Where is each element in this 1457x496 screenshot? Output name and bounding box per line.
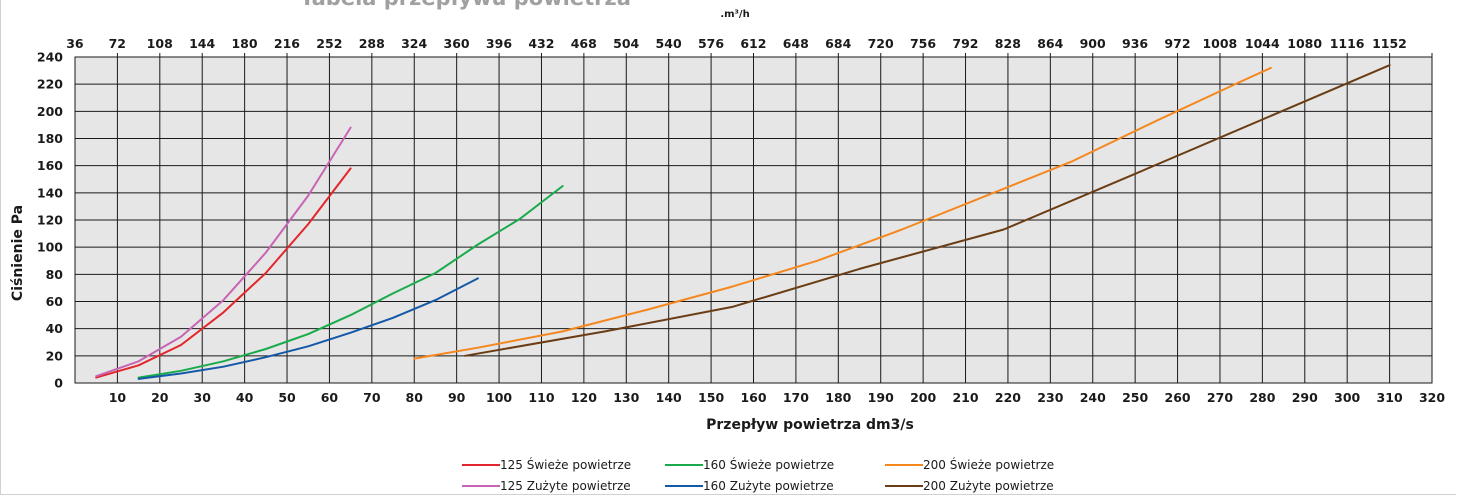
x2-tick-label: 612 — [740, 36, 766, 51]
chart-title: Tabela przepływu powietrza — [300, 0, 631, 10]
y-tick-label: 40 — [46, 321, 64, 336]
x-tick-label: 100 — [486, 390, 512, 405]
x-tick-label: 290 — [1292, 390, 1318, 405]
x-tick-label: 50 — [278, 390, 296, 405]
x-tick-label: 170 — [783, 390, 809, 405]
x2-tick-label: 828 — [995, 36, 1021, 51]
x2-tick-label: 468 — [571, 36, 597, 51]
x2-tick-label: 1008 — [1202, 36, 1237, 51]
legend: 125 Świeże powietrze 160 Świeże powietrze… — [462, 457, 1054, 493]
x2-tick-label: 972 — [1164, 36, 1190, 51]
x2-tick-label: 540 — [656, 36, 682, 51]
x2-tick-label: 144 — [189, 36, 215, 51]
x2-tick-label: 504 — [613, 36, 639, 51]
y-tick-label: 120 — [37, 213, 63, 228]
y-tick-label: 180 — [37, 131, 63, 146]
x-tick-label: 60 — [321, 390, 339, 405]
x2-tick-label: 432 — [528, 36, 554, 51]
x2-tick-label: 108 — [147, 36, 173, 51]
y-tick-label: 60 — [46, 294, 64, 309]
x-tick-label: 30 — [194, 390, 212, 405]
x2-tick-label: 180 — [231, 36, 257, 51]
x-tick-label: 210 — [952, 390, 978, 405]
x2-tick-label: 288 — [359, 36, 385, 51]
y-tick-label: 200 — [37, 104, 63, 119]
x2-tick-label: 684 — [825, 36, 851, 51]
x2-tick-label: 360 — [444, 36, 470, 51]
x2-tick-label: 1044 — [1245, 36, 1280, 51]
x2-tick-label: 396 — [486, 36, 512, 51]
x-tick-label: 320 — [1419, 390, 1445, 405]
x2-tick-label: 648 — [783, 36, 809, 51]
x-tick-label: 280 — [1249, 390, 1275, 405]
data-series — [95, 64, 1391, 380]
grid-lines — [75, 53, 1433, 384]
legend-item-label: 125 Świeże powietrze — [500, 457, 631, 472]
x-tick-label: 80 — [406, 390, 424, 405]
x-tick-label: 120 — [571, 390, 597, 405]
x-tick-label: 270 — [1207, 390, 1233, 405]
x-axis-label: Przepływ powietrza dm3/s — [706, 417, 914, 433]
x-tick-label: 310 — [1377, 390, 1403, 405]
x2-tick-label: 576 — [698, 36, 724, 51]
x-tick-label: 200 — [910, 390, 936, 405]
y-tick-label: 80 — [46, 267, 64, 282]
y-tick-label: 20 — [46, 348, 64, 363]
series-line-2 — [95, 126, 352, 378]
x-tick-label: 110 — [528, 390, 554, 405]
axis-ticks: 10 36 20 72 30 108 40 144 50 180 60 216 70 252 80 288 90… — [37, 36, 1445, 405]
x2-tick-label: 216 — [274, 36, 300, 51]
x-tick-label: 140 — [656, 390, 682, 405]
y-tick-label: 240 — [37, 50, 63, 65]
x-tick-label: 260 — [1165, 390, 1191, 405]
x2-tick-label: 324 — [401, 36, 427, 51]
x2-tick-label: 864 — [1037, 36, 1063, 51]
x2-tick-label: 792 — [952, 36, 978, 51]
x2-tick-label: 936 — [1122, 36, 1148, 51]
y-tick-label: 100 — [37, 240, 63, 255]
y-tick-label: 0 — [54, 376, 63, 391]
y-tick-label: 140 — [37, 185, 63, 200]
x2-tick-label: 756 — [910, 36, 936, 51]
x-tick-label: 220 — [995, 390, 1021, 405]
x2-tick-label: 36 — [66, 36, 84, 51]
y-axis-label: Ciśnienie Pa — [10, 205, 26, 301]
legend-item-label: 200 Zużyte powietrze — [923, 479, 1054, 493]
secondary-axis-unit-label: .m³/h — [720, 9, 749, 20]
x2-tick-label: 900 — [1080, 36, 1106, 51]
x2-tick-label: 1116 — [1330, 36, 1365, 51]
x2-tick-label: 1152 — [1372, 36, 1407, 51]
x2-tick-label: 720 — [868, 36, 894, 51]
x-tick-label: 70 — [363, 390, 381, 405]
legend-item-label: 125 Zużyte powietrze — [500, 479, 631, 493]
x-tick-label: 300 — [1334, 390, 1360, 405]
series-line-3 — [137, 185, 564, 379]
x-tick-label: 160 — [740, 390, 766, 405]
x-tick-label: 40 — [236, 390, 254, 405]
series-line-1 — [95, 167, 352, 379]
x-tick-label: 190 — [868, 390, 894, 405]
y-tick-label: 220 — [37, 77, 63, 92]
y-tick-label: 160 — [37, 158, 63, 173]
x2-tick-label: 1080 — [1287, 36, 1322, 51]
x-tick-label: 150 — [698, 390, 724, 405]
x-tick-label: 10 — [109, 390, 127, 405]
x-tick-label: 130 — [613, 390, 639, 405]
series-line-6 — [464, 64, 1391, 357]
series-line-4 — [137, 277, 479, 380]
x-tick-label: 180 — [825, 390, 851, 405]
x-tick-label: 90 — [448, 390, 466, 405]
x-tick-label: 20 — [151, 390, 169, 405]
x2-tick-label: 72 — [109, 36, 126, 51]
x-tick-label: 240 — [1080, 390, 1106, 405]
legend-item-label: 200 Świeże powietrze — [923, 457, 1054, 472]
legend-item-label: 160 Świeże powietrze — [703, 457, 834, 472]
series-line-5 — [413, 66, 1272, 360]
x-tick-label: 230 — [1037, 390, 1063, 405]
x2-tick-label: 252 — [316, 36, 342, 51]
legend-item-label: 160 Zużyte powietrze — [703, 479, 834, 493]
x-tick-label: 250 — [1122, 390, 1148, 405]
